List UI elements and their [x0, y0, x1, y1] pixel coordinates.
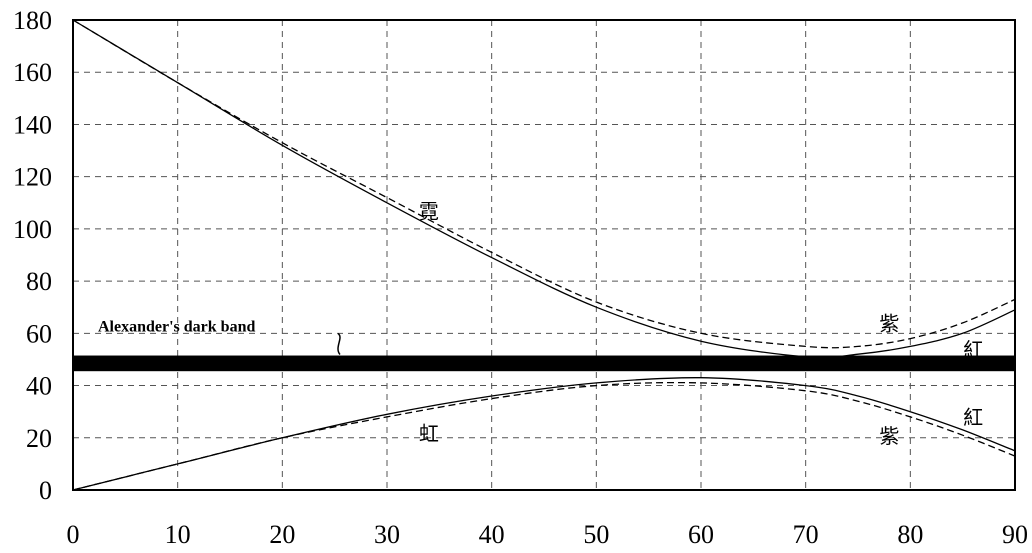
- x-tick-label-5: 50: [583, 520, 609, 549]
- band-callout-line: [337, 332, 341, 356]
- x-tick-label-0: 0: [67, 520, 80, 549]
- y-tick-label-1: 20: [26, 424, 52, 453]
- band-label: Alexander's dark band: [98, 319, 255, 336]
- x-tick-label-3: 30: [374, 520, 400, 549]
- x-tick-label-6: 60: [688, 520, 714, 549]
- y-tick-label-9: 180: [13, 6, 52, 35]
- y-tick-label-8: 160: [13, 58, 52, 87]
- series-line-2: [72, 377, 1016, 491]
- x-tick-label-9: 90: [1002, 520, 1028, 549]
- x-tick-label-1: 10: [165, 520, 191, 549]
- annotation-2: 紅: [963, 338, 983, 362]
- tick-labels: 0 10 20 30 40 50 60 70 80 90 0 20 40 60 80 100 120 140 160…: [13, 6, 1028, 549]
- series-line-0: [72, 19, 1016, 359]
- y-tick-label-5: 100: [13, 215, 52, 244]
- y-tick-label-2: 40: [26, 372, 52, 401]
- y-tick-label-3: 60: [26, 319, 52, 348]
- alexanders-dark-band: [73, 355, 1015, 372]
- series-layer: [72, 19, 1016, 491]
- y-tick-label-6: 120: [13, 163, 52, 192]
- annotation-3: 虹: [419, 421, 439, 445]
- x-tick-label-7: 70: [793, 520, 819, 549]
- x-tick-label-8: 80: [897, 520, 923, 549]
- x-tick-label-4: 40: [479, 520, 505, 549]
- y-tick-label-4: 80: [26, 267, 52, 296]
- series-line-3: [72, 381, 1016, 491]
- x-tick-label-2: 20: [269, 520, 295, 549]
- annotation-0: 霓: [419, 199, 439, 223]
- y-tick-label-7: 140: [13, 110, 52, 139]
- y-tick-label-0: 0: [39, 476, 52, 505]
- plot-frame: [72, 19, 1016, 491]
- annotation-1: 紫: [879, 312, 899, 336]
- annotation-5: 紅: [963, 406, 983, 430]
- series-line-1: [72, 19, 1016, 349]
- grid: [73, 20, 1015, 490]
- annotation-4: 紫: [879, 424, 899, 448]
- dark-band-layer: Alexander's dark band: [73, 319, 1015, 372]
